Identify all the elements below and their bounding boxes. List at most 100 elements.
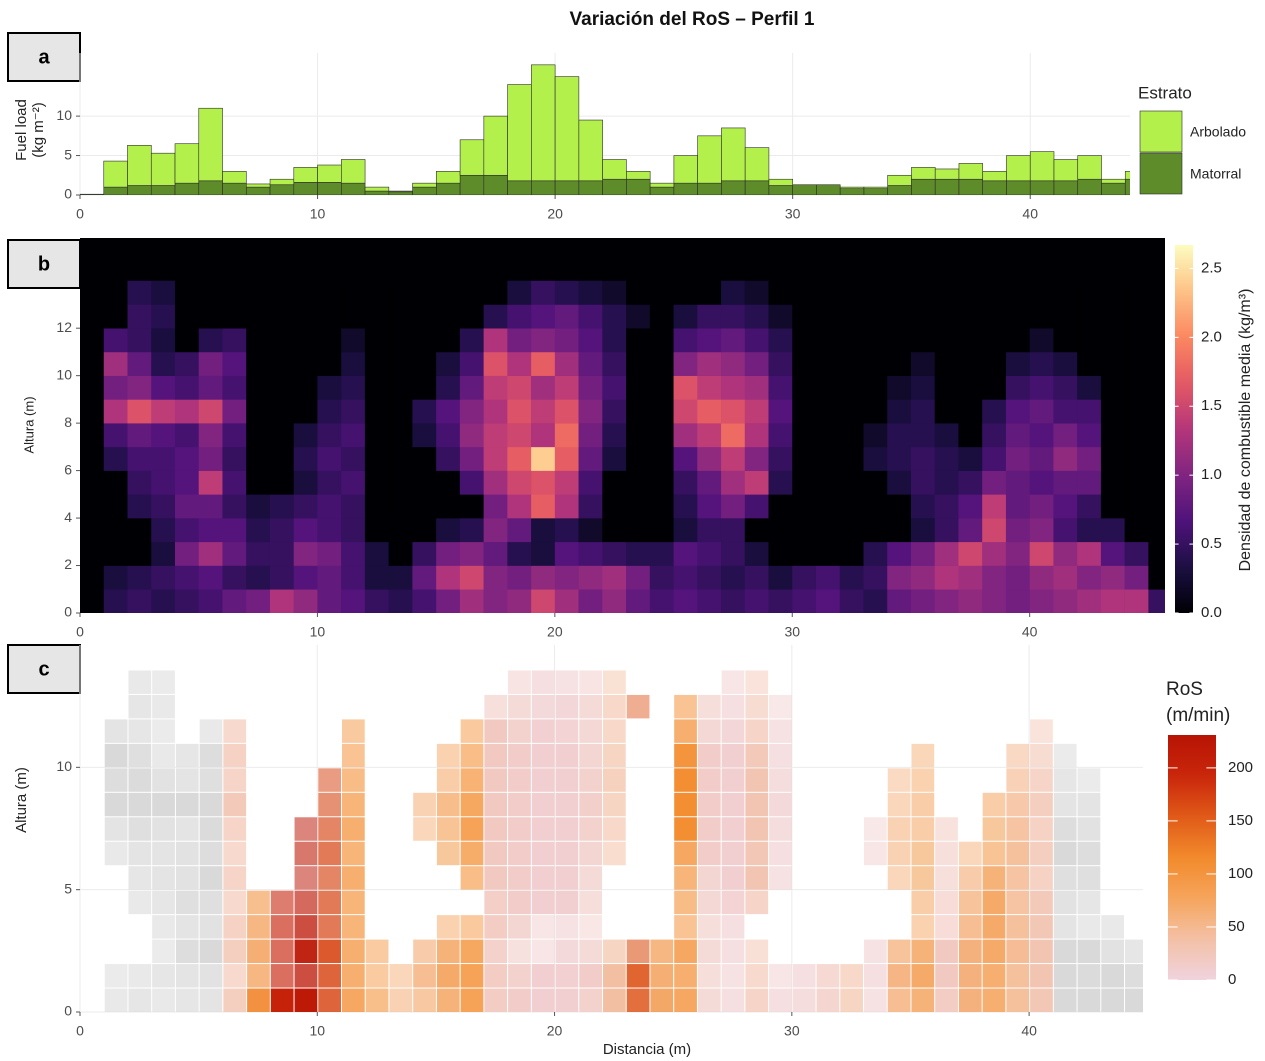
- ros-points: [556, 940, 579, 963]
- ros-points: [484, 719, 507, 742]
- heatmap-cell: [745, 352, 769, 376]
- bar-segment: [389, 192, 413, 195]
- ros-points: [745, 989, 768, 1012]
- heatmap-cell: [294, 494, 318, 518]
- ros-points: [342, 964, 365, 987]
- heatmap-cell: [317, 471, 341, 495]
- heatmap-cell: [911, 494, 935, 518]
- heatmap-cell: [863, 352, 887, 376]
- ros-points: [698, 695, 721, 718]
- ros-points: [935, 891, 958, 914]
- heatmap-cell: [365, 376, 389, 400]
- ros-points: [603, 695, 626, 718]
- ros-points: [579, 915, 602, 938]
- heatmap-cell: [175, 304, 199, 328]
- bar-segment: [270, 179, 294, 185]
- heatmap-cell: [1101, 304, 1125, 328]
- ros-points: [532, 915, 555, 938]
- heatmap-cell: [1077, 494, 1101, 518]
- bar-segment: [1054, 160, 1078, 181]
- heatmap-cell: [151, 423, 175, 447]
- heatmap-cell: [341, 304, 365, 328]
- heatmap-cell: [389, 471, 413, 495]
- ros-points: [698, 915, 721, 938]
- heatmap-cell: [341, 281, 365, 305]
- ros-points: [1006, 768, 1029, 791]
- heatmap-cell: [294, 328, 318, 352]
- heatmap-cell: [127, 304, 151, 328]
- heatmap-cell: [127, 542, 151, 566]
- heatmap-cell: [270, 352, 294, 376]
- heatmap-cell: [958, 471, 982, 495]
- y-tick-label: 0: [64, 186, 72, 202]
- y-tick-label: 0: [64, 604, 72, 620]
- heatmap-cell: [769, 494, 793, 518]
- heatmap-cell: [579, 376, 603, 400]
- heatmap-cell: [816, 566, 840, 590]
- heatmap-cell: [982, 542, 1006, 566]
- ros-points: [864, 989, 887, 1012]
- heatmap-cell: [460, 281, 484, 305]
- heatmap-cell: [721, 471, 745, 495]
- heatmap-cell: [127, 281, 151, 305]
- heatmap-cell: [460, 328, 484, 352]
- ros-points: [674, 866, 697, 889]
- ros-points: [437, 940, 460, 963]
- ros-points: [722, 695, 745, 718]
- ros-points: [911, 744, 934, 767]
- bar-segment: [721, 128, 745, 181]
- ros-points: [911, 940, 934, 963]
- heatmap-cell: [911, 352, 935, 376]
- no-data-points: [128, 817, 151, 840]
- ros-points: [745, 670, 768, 693]
- heatmap-cell: [460, 423, 484, 447]
- ros-points: [508, 768, 531, 791]
- x-axis-title: Distancia (m): [603, 1041, 691, 1058]
- heatmap-cell: [840, 376, 864, 400]
- heatmap-cell: [531, 423, 555, 447]
- heatmap-cell: [840, 352, 864, 376]
- ros-points: [579, 964, 602, 987]
- ros-points: [983, 817, 1006, 840]
- heatmap-cell: [816, 494, 840, 518]
- no-data-points: [1054, 842, 1077, 865]
- ros-points: [223, 915, 246, 938]
- colorbar-tick-label: 0: [1228, 971, 1236, 988]
- heatmap-cell: [674, 376, 698, 400]
- no-data-points: [152, 744, 175, 767]
- heatmap-cell: [80, 589, 104, 613]
- heatmap-cell: [1101, 376, 1125, 400]
- x-tick-label: 10: [310, 206, 326, 222]
- heatmap-cell: [911, 566, 935, 590]
- ros-points: [603, 768, 626, 791]
- heatmap-cell: [1101, 542, 1125, 566]
- no-data-points: [152, 670, 175, 693]
- ros-points: [508, 793, 531, 816]
- y-tick-label: 5: [64, 146, 72, 162]
- ros-points: [769, 695, 792, 718]
- heatmap-cell: [626, 494, 650, 518]
- heatmap-cell: [674, 328, 698, 352]
- ros-points: [745, 891, 768, 914]
- heatmap-cell: [650, 281, 674, 305]
- bar-segment: [413, 183, 437, 187]
- heatmap-cell: [1125, 518, 1149, 542]
- ros-points: [247, 891, 270, 914]
- heatmap-cell: [863, 328, 887, 352]
- heatmap-cell: [222, 376, 246, 400]
- heatmap-cell: [151, 589, 175, 613]
- ros-points: [769, 842, 792, 865]
- heatmap-cell: [1006, 423, 1030, 447]
- ros-points: [247, 915, 270, 938]
- ros-points: [674, 989, 697, 1012]
- ros-points: [745, 744, 768, 767]
- bar-segment: [460, 175, 484, 195]
- heatmap-cell: [697, 304, 721, 328]
- ros-points: [461, 719, 484, 742]
- y-tick-label: 6: [64, 461, 72, 477]
- heatmap-cell: [151, 566, 175, 590]
- heatmap-cell: [341, 376, 365, 400]
- heatmap-cell: [341, 328, 365, 352]
- colorbar-tick-label: 0.5: [1201, 535, 1222, 552]
- heatmap-cell: [175, 447, 199, 471]
